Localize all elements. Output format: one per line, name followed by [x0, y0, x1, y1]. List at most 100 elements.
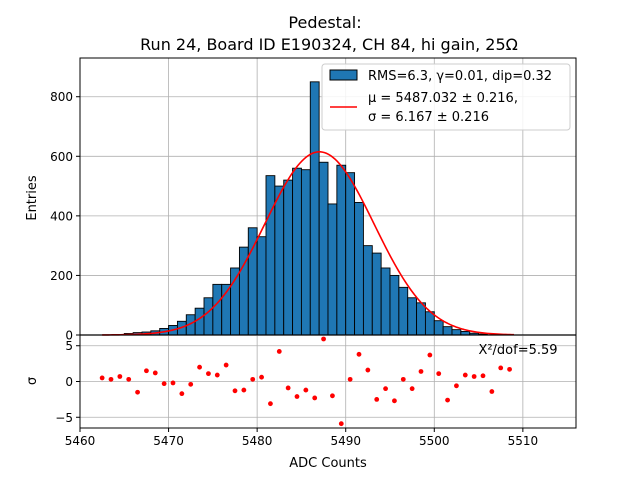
residual-point	[170, 380, 176, 386]
histogram-bar	[300, 169, 311, 336]
residual-point	[99, 375, 105, 381]
residual-point	[489, 389, 495, 394]
residual-point	[400, 376, 406, 382]
histogram-bar	[380, 267, 391, 336]
residual-point	[179, 391, 185, 397]
residual-point	[223, 362, 229, 368]
residual-y-axis-label: σ	[25, 377, 40, 385]
x-tick-label: 5470	[153, 434, 184, 448]
residual-point	[259, 374, 264, 380]
residual-point	[214, 372, 220, 378]
residual-point	[374, 396, 380, 402]
histogram-bar	[442, 326, 453, 336]
histogram-bar	[327, 203, 338, 336]
chart-title-line2: Run 24, Board ID E190324, CH 84, hi gain…	[140, 35, 518, 54]
histogram-bar	[389, 274, 400, 336]
residual-point	[241, 387, 247, 393]
histogram-bar	[203, 297, 214, 336]
residual-point	[330, 393, 335, 399]
histogram-bar	[318, 161, 329, 336]
histogram-bar	[292, 167, 302, 336]
residual-point	[268, 401, 273, 407]
histogram-bar	[247, 227, 258, 336]
main-y-ticks: 0 200 400 600 800	[50, 90, 80, 343]
residual-point	[427, 352, 433, 358]
histogram-bar	[407, 297, 418, 336]
x-tick-label: 5500	[419, 434, 450, 448]
residual-point	[276, 349, 282, 354]
histogram-bar	[416, 302, 426, 336]
residual-point	[356, 351, 362, 357]
residual-y-ticks: −5 0 5	[55, 339, 80, 425]
legend: RMS=6.3, γ=0.01, dip=0.32 μ = 5487.032 ±…	[321, 63, 571, 131]
legend-box	[321, 63, 571, 131]
residual-point	[232, 388, 238, 394]
residual-grid	[79, 335, 576, 428]
residual-y-tick-label: 0	[65, 375, 73, 389]
residual-point	[161, 381, 167, 387]
residual-point	[409, 386, 415, 392]
main-y-tick-label: 200	[50, 269, 73, 283]
residual-point	[285, 385, 291, 391]
histogram-bar	[212, 283, 223, 336]
residual-point	[206, 371, 211, 377]
histogram-bar	[424, 311, 435, 336]
histogram-bar	[451, 329, 462, 336]
residual-point	[188, 381, 194, 387]
histogram-bar	[283, 179, 294, 336]
residual-point	[383, 386, 388, 392]
main-y-tick-label: 400	[50, 209, 73, 223]
x-tick-label: 5510	[508, 434, 539, 448]
histogram-bar	[256, 236, 267, 336]
histogram-bar	[433, 320, 444, 336]
legend-hist-swatch	[329, 69, 358, 81]
residual-point	[126, 376, 132, 382]
residual-point	[365, 367, 371, 373]
residual-point	[117, 374, 123, 379]
residual-point	[480, 373, 486, 379]
residual-point	[445, 397, 450, 403]
x-tick-label: 5490	[330, 434, 361, 448]
residual-point	[197, 364, 202, 370]
gaussian-fit-curve	[102, 151, 515, 336]
histogram-bar	[274, 185, 285, 336]
main-y-tick-label: 600	[50, 150, 73, 164]
chart-title-line1: Pedestal:	[288, 13, 361, 32]
histogram-bars	[114, 81, 488, 336]
chi2-annotation: X²/dof=5.59	[478, 343, 557, 358]
histogram-bar	[336, 164, 347, 336]
residual-point	[144, 368, 149, 374]
residual-point	[135, 389, 140, 395]
histogram-bar	[309, 81, 320, 336]
legend-fit-sigma: σ = 6.167 ± 0.216	[368, 110, 489, 125]
histogram-bar	[371, 252, 382, 336]
residual-point	[471, 374, 477, 379]
legend-fit-mu: μ = 5487.032 ± 0.216,	[368, 91, 518, 106]
residual-point	[294, 394, 300, 399]
residual-point	[436, 371, 442, 377]
residual-point	[418, 369, 424, 374]
residual-point	[312, 395, 318, 401]
residual-point	[321, 336, 326, 342]
main-y-axis-label: Entries	[25, 175, 40, 221]
residual-point	[454, 383, 459, 389]
x-tick-label: 5460	[65, 434, 96, 448]
histogram-bar	[398, 286, 409, 336]
residual-point	[250, 376, 256, 382]
histogram-bar	[194, 307, 205, 336]
histogram-bar	[345, 172, 356, 336]
residual-y-tick-label: 5	[65, 339, 73, 353]
residual-points	[99, 336, 512, 427]
main-y-tick-label: 800	[50, 90, 73, 104]
residual-point	[108, 376, 114, 382]
histogram-bar	[265, 175, 276, 336]
x-axis-label: ADC Counts	[289, 456, 367, 471]
residual-y-tick-label: −5	[55, 411, 73, 425]
main-y-tick-label: 0	[65, 329, 73, 343]
residual-point	[507, 366, 512, 372]
residual-point	[303, 387, 309, 393]
x-tick-label: 5480	[242, 434, 273, 448]
residual-point	[462, 372, 468, 378]
legend-hist-label: RMS=6.3, γ=0.01, dip=0.32	[368, 69, 552, 84]
